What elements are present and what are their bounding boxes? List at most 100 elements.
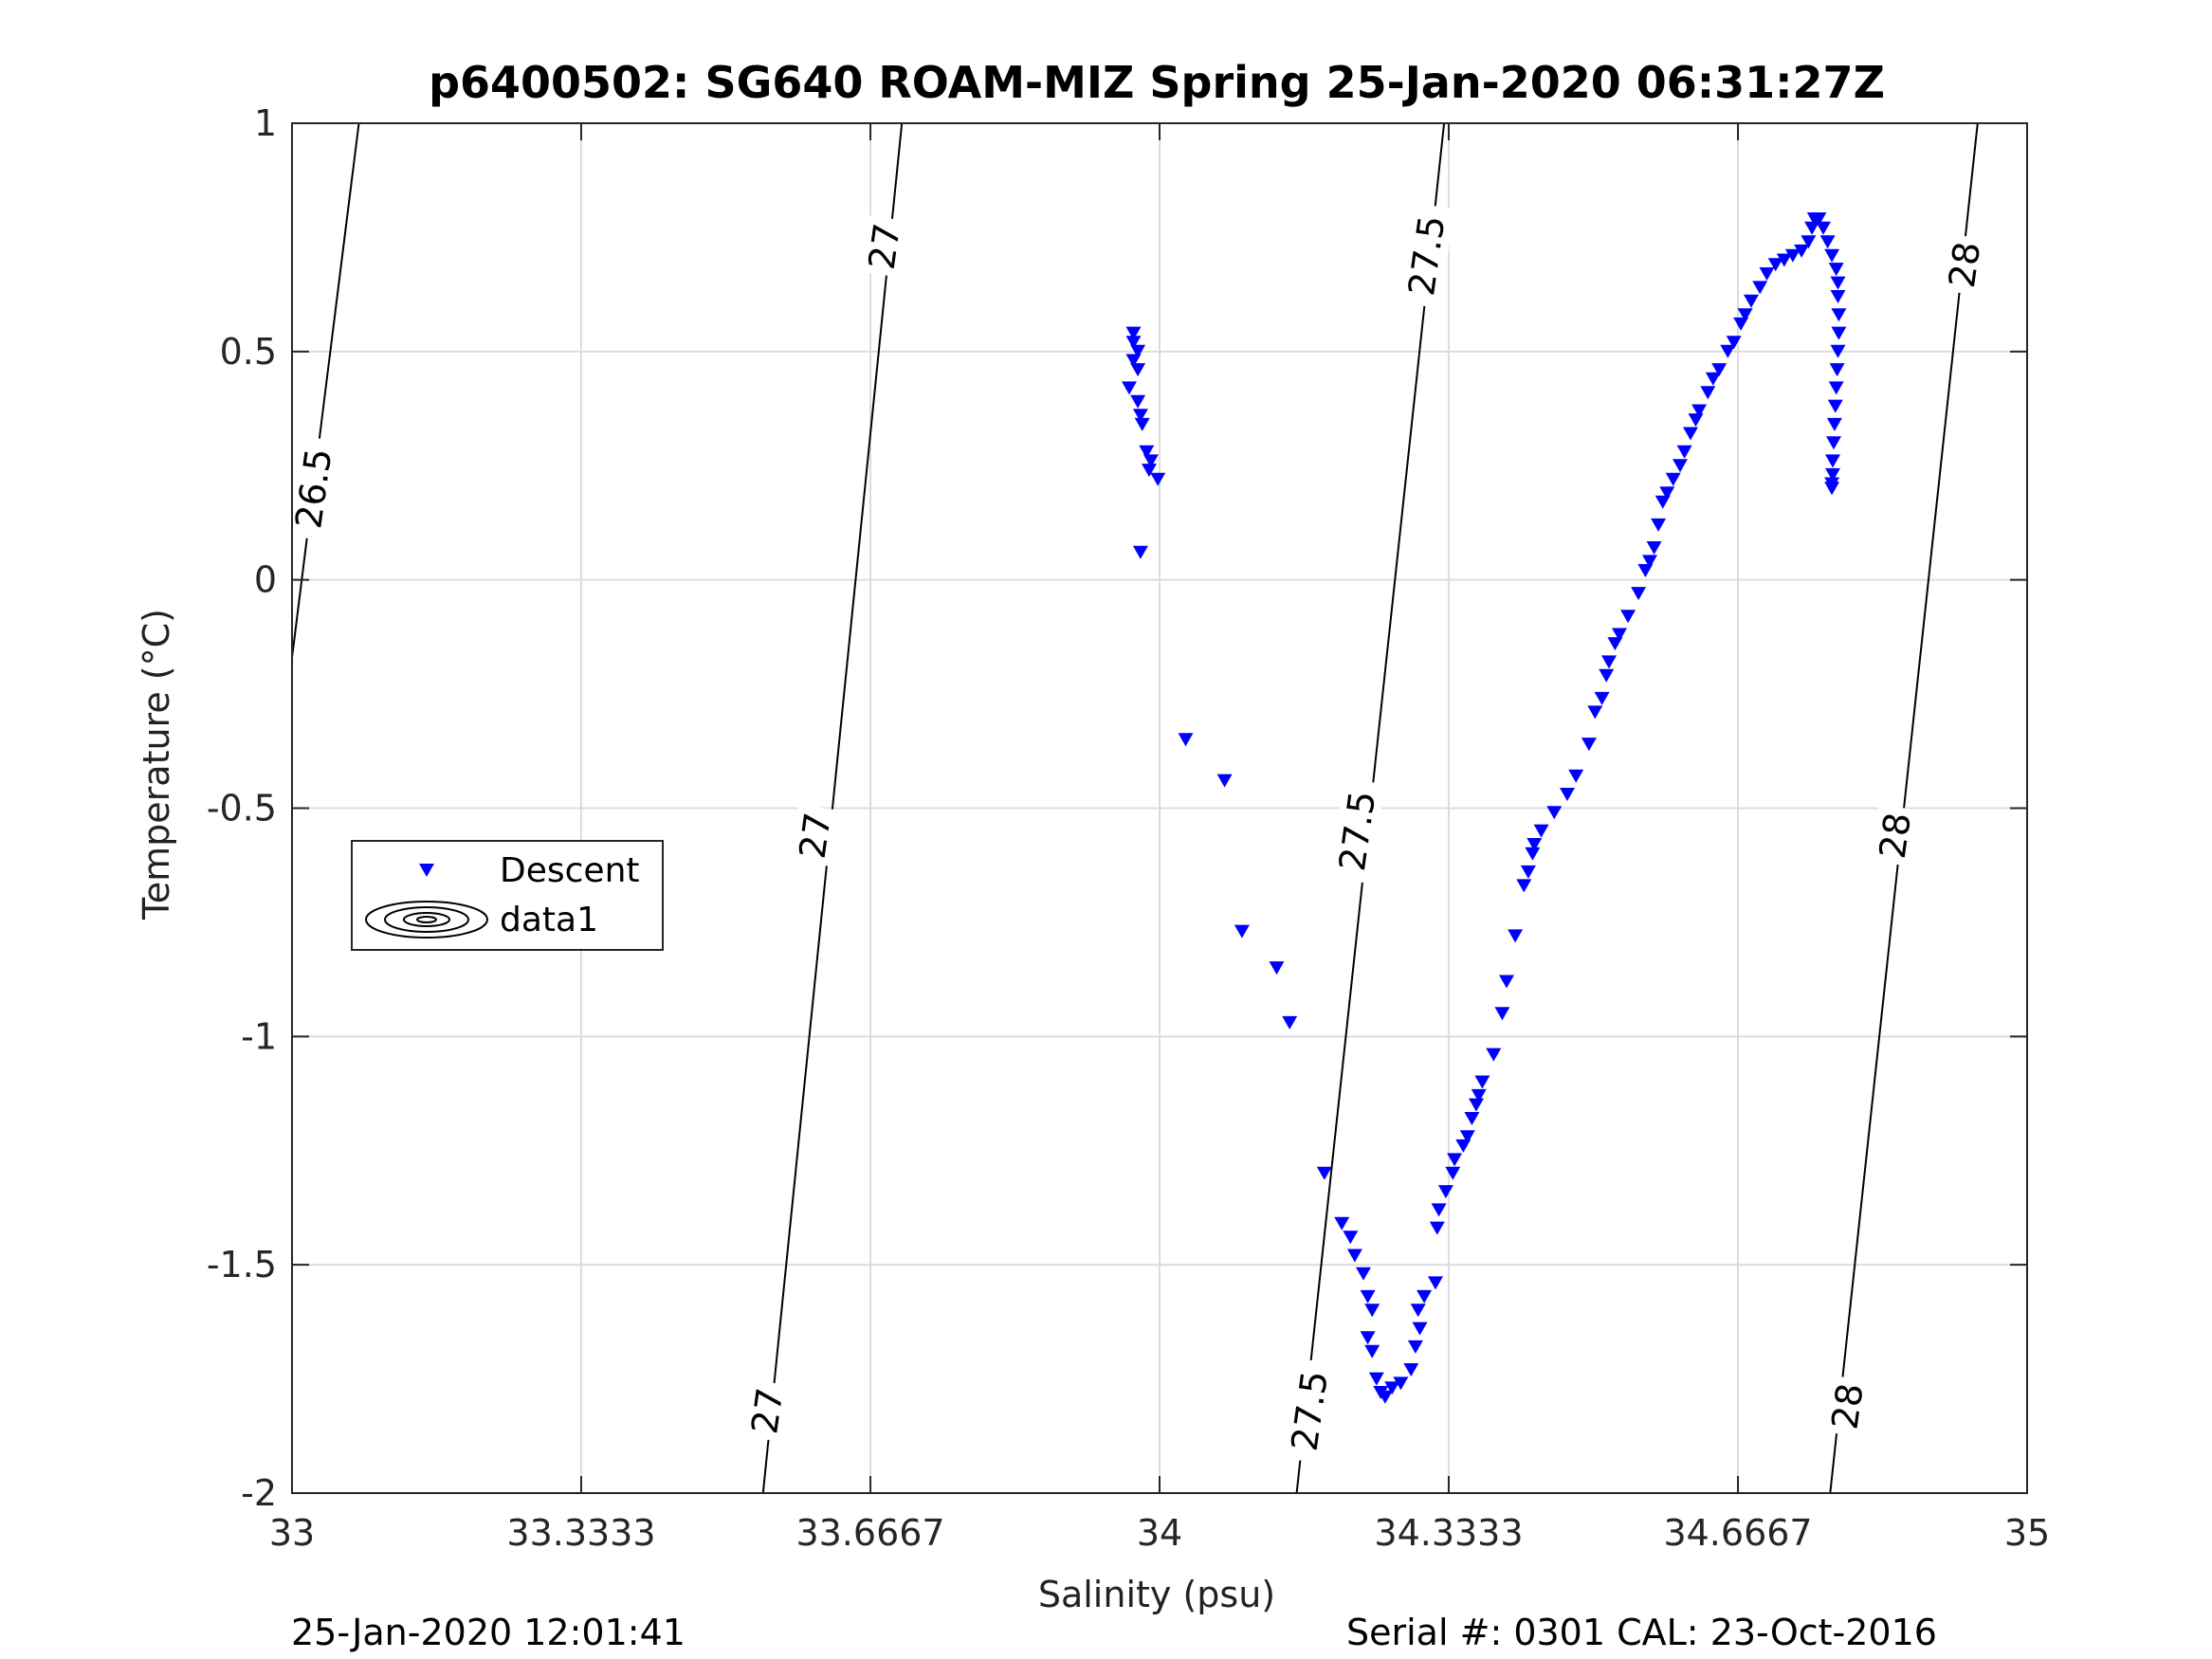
x-tick-label: 34 [1137, 1512, 1182, 1554]
contour-label-bg [859, 215, 909, 278]
contour-label-text: 27 [792, 810, 839, 861]
contour-label-bg [1329, 778, 1385, 884]
descent-point [1804, 221, 1820, 235]
descent-point [1581, 738, 1597, 752]
descent-point [1393, 1376, 1409, 1391]
descent-point [1520, 865, 1536, 879]
descent-point [1134, 417, 1150, 431]
descent-point [1469, 1098, 1484, 1112]
contour-label-text: 27 [743, 1385, 791, 1436]
descent-point [1711, 363, 1728, 377]
contour-label: 27 [859, 215, 909, 278]
contour-label-bg [1940, 233, 1990, 297]
descent-point [1428, 1276, 1443, 1290]
contour-label: 28 [1822, 1375, 1873, 1438]
x-tick-label: 34.3333 [1374, 1512, 1523, 1554]
descent-point [1587, 705, 1603, 720]
descent-point [1720, 344, 1736, 358]
descent-point [1346, 1249, 1362, 1263]
x-axis-label: Salinity (psu) [1037, 1574, 1276, 1615]
descent-point [1676, 445, 1692, 459]
descent-point [1546, 806, 1563, 820]
descent-point [1269, 961, 1285, 975]
descent-point [1654, 495, 1671, 509]
descent-point [1412, 1322, 1428, 1336]
descent-point [1343, 1231, 1359, 1245]
descent-point [1526, 838, 1543, 851]
descent-point [1143, 454, 1159, 468]
contour-label-text: 28 [1872, 810, 1919, 861]
x-tick-label: 33.3333 [506, 1512, 655, 1554]
descent-point [1459, 1130, 1475, 1144]
descent-point [1784, 248, 1801, 263]
footer-serial-cal: Serial #: 0301 CAL: 23-Oct-2016 [1346, 1612, 1937, 1653]
descent-point [1594, 691, 1610, 705]
legend-data1-label: data1 [500, 901, 598, 939]
descent-point [1360, 1289, 1376, 1304]
chart-title: p6400502: SG640 ROAM-MIZ Spring 25-Jan-2… [429, 57, 1885, 108]
descent-point [1811, 212, 1827, 227]
descent-point [1612, 628, 1627, 642]
descent-point [1356, 1267, 1371, 1281]
descent-point [1726, 336, 1742, 350]
descent-point [1642, 555, 1657, 569]
legend: Descent data1 [351, 840, 664, 951]
descent-point [1368, 1372, 1384, 1386]
descent-point [1659, 486, 1675, 501]
descent-point [1125, 326, 1142, 340]
descent-point [1360, 1331, 1376, 1345]
descent-point [1665, 472, 1681, 486]
descent-point [1533, 824, 1549, 838]
contour-label-bg [1282, 1358, 1338, 1464]
descent-point [1474, 1075, 1490, 1089]
descent-point [1830, 344, 1846, 358]
descent-point [1407, 1340, 1423, 1354]
descent-point [1673, 459, 1688, 473]
descent-point [1599, 668, 1615, 683]
descent-point [1139, 445, 1155, 459]
descent-point [1827, 399, 1843, 413]
descent-point [1150, 472, 1166, 486]
descent-point [1403, 1363, 1419, 1376]
descent-point [1364, 1304, 1380, 1318]
descent-point [1819, 235, 1836, 249]
descent-point [1831, 326, 1847, 340]
descent-point [1494, 1007, 1510, 1021]
x-tick-label: 35 [2004, 1512, 2050, 1554]
legend-box [351, 840, 664, 951]
descent-point [1830, 276, 1846, 290]
descent-point [1826, 436, 1841, 450]
footer-timestamp: 25-Jan-2020 12:01:41 [291, 1612, 686, 1653]
descent-point [1794, 244, 1810, 258]
descent-point [1700, 386, 1716, 400]
descent-point [1824, 248, 1840, 263]
legend-descent-label: Descent [500, 851, 640, 890]
descent-point [1825, 467, 1840, 482]
y-tick-label: 0.5 [220, 331, 277, 373]
descent-point [1646, 541, 1662, 555]
descent-point [1737, 308, 1753, 322]
y-tick-labels: 1 0.5 0 -0.5 -1 -1.5 -2 [207, 102, 277, 1514]
descent-point [1525, 847, 1541, 861]
descent-point [1825, 454, 1840, 468]
descent-point [1828, 381, 1844, 395]
y-tick-label: 0 [254, 559, 277, 601]
descent-point [1637, 564, 1654, 577]
descent-point [1744, 294, 1759, 308]
descent-point [1508, 929, 1524, 943]
contour-label-bg [790, 804, 840, 867]
descent-point [1364, 1344, 1380, 1358]
y-tick-label: -1.5 [207, 1244, 277, 1285]
descent-point [1516, 879, 1532, 893]
x-tick-labels: 33 33.3333 33.6667 34 34.3333 34.6667 35 [269, 1512, 2050, 1554]
descent-point [1447, 1153, 1463, 1167]
contour-label: 28 [1940, 233, 1990, 297]
y-tick-label: -0.5 [207, 788, 277, 830]
contour-label-bg [1398, 203, 1454, 309]
contour-label-text: 28 [1941, 239, 1988, 290]
descent-point [1216, 774, 1233, 788]
y-tick-label: -1 [241, 1015, 277, 1057]
descent-point [1429, 1221, 1445, 1235]
descent-point [1499, 975, 1514, 989]
